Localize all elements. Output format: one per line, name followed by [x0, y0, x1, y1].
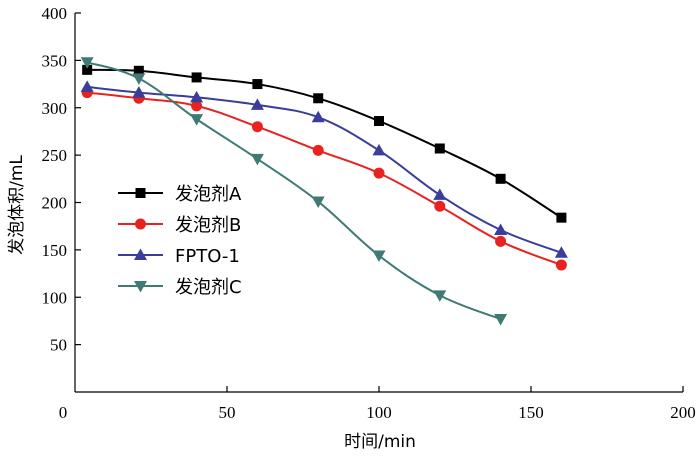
data-point: [250, 98, 264, 110]
data-point: [311, 196, 325, 209]
data-point: [434, 200, 446, 212]
series-3: [80, 80, 568, 258]
y-axis: 50 100 150 200 250 300 350 400: [42, 4, 81, 355]
series-line: [87, 68, 562, 219]
y-tick-label: 350: [42, 51, 68, 70]
data-point: [555, 259, 567, 271]
data-point: [372, 143, 386, 156]
legend-marker: [134, 281, 147, 293]
y-tick-label: 200: [42, 194, 68, 213]
y-tick-label: 50: [50, 336, 67, 355]
data-point: [374, 116, 384, 127]
series-line: [87, 85, 562, 254]
legend-marker: [134, 248, 147, 260]
legend-item: 发泡剂B: [118, 215, 241, 236]
data-point: [80, 80, 94, 92]
x-tick-label: 50: [219, 403, 236, 422]
data-point: [495, 173, 506, 184]
y-tick-label: 300: [42, 99, 68, 118]
legend-item: FPTO-1: [118, 246, 240, 267]
x-tick-label: 0: [59, 403, 68, 422]
data-point: [554, 246, 568, 258]
data-point: [372, 250, 386, 263]
legend-label: 发泡剂A: [175, 184, 242, 205]
data-point: [312, 144, 324, 156]
series-line: [87, 91, 562, 266]
data-point: [434, 143, 445, 154]
legend-label: 发泡剂B: [175, 215, 241, 236]
data-point: [80, 57, 94, 69]
x-tick-label: 100: [366, 403, 392, 422]
legend-label: 发泡剂C: [175, 277, 242, 298]
x-axis-title: 时间/min: [344, 432, 416, 452]
data-point: [373, 167, 385, 179]
series-layer: [80, 57, 568, 326]
data-point: [433, 188, 447, 200]
x-axis: 0 50 100 150 200: [59, 386, 696, 422]
legend-item: 发泡剂C: [118, 277, 242, 298]
y-tick-label: 250: [42, 146, 68, 165]
legend-marker: [135, 188, 146, 198]
series-line: [86, 61, 501, 320]
data-point: [251, 121, 263, 133]
data-point: [132, 73, 146, 85]
y-axis-title: 发泡体积/mL: [7, 155, 27, 255]
data-point: [556, 212, 567, 223]
data-point: [191, 100, 203, 112]
data-point: [252, 79, 263, 90]
data-point: [133, 65, 144, 76]
series-2: [81, 87, 567, 271]
y-tick-label: 400: [42, 4, 68, 23]
series-4: [80, 57, 508, 326]
series-1: [82, 64, 567, 223]
data-point: [494, 223, 508, 235]
data-point: [250, 153, 264, 166]
y-tick-label: 100: [42, 288, 68, 307]
legend-marker: [135, 218, 146, 230]
data-point: [495, 235, 507, 247]
data-point: [311, 110, 325, 123]
data-point: [494, 314, 508, 326]
data-point: [190, 114, 204, 126]
plot-frame: [74, 13, 683, 393]
x-tick-label: 150: [518, 403, 544, 422]
legend-item: 发泡剂A: [118, 184, 242, 205]
y-tick-label: 150: [42, 241, 68, 260]
data-point: [82, 64, 93, 75]
legend-label: FPTO-1: [175, 246, 240, 267]
data-point: [191, 72, 202, 83]
data-point: [313, 93, 324, 104]
data-point: [433, 290, 447, 302]
legend: 发泡剂A 发泡剂B FPTO-1 发泡剂C: [118, 184, 242, 298]
data-point: [132, 86, 146, 98]
x-tick-label: 200: [670, 403, 696, 422]
data-point: [190, 90, 204, 103]
